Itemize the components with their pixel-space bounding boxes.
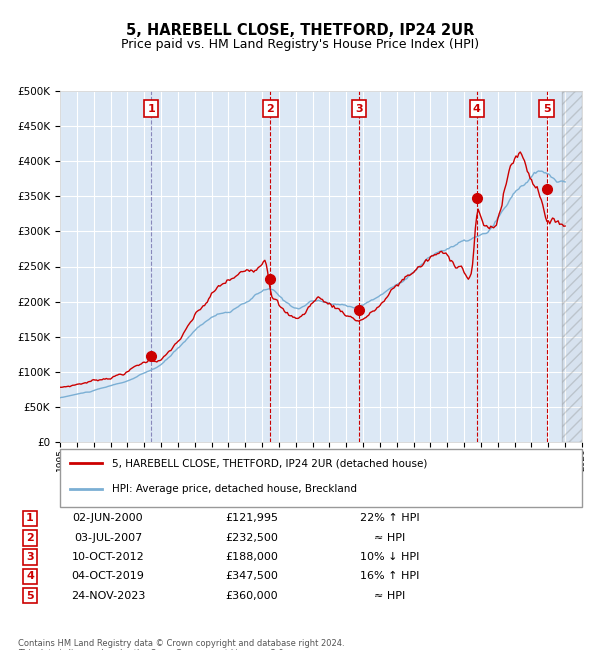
Text: 03-JUL-2007: 03-JUL-2007 [74, 533, 142, 543]
Text: 5, HAREBELL CLOSE, THETFORD, IP24 2UR: 5, HAREBELL CLOSE, THETFORD, IP24 2UR [126, 23, 474, 38]
Text: 2: 2 [266, 103, 274, 114]
Text: Price paid vs. HM Land Registry's House Price Index (HPI): Price paid vs. HM Land Registry's House … [121, 38, 479, 51]
Text: 22% ↑ HPI: 22% ↑ HPI [360, 514, 420, 523]
Text: 10-OCT-2012: 10-OCT-2012 [71, 552, 145, 562]
Text: £360,000: £360,000 [226, 591, 278, 601]
Text: 5: 5 [543, 103, 550, 114]
Text: 16% ↑ HPI: 16% ↑ HPI [361, 571, 419, 581]
Text: 10% ↓ HPI: 10% ↓ HPI [361, 552, 419, 562]
Text: £232,500: £232,500 [226, 533, 278, 543]
Text: £121,995: £121,995 [226, 514, 278, 523]
Text: 1: 1 [26, 514, 34, 523]
FancyBboxPatch shape [60, 448, 582, 507]
Text: 24-NOV-2023: 24-NOV-2023 [71, 591, 145, 601]
Text: ≈ HPI: ≈ HPI [374, 591, 406, 601]
Text: 02-JUN-2000: 02-JUN-2000 [73, 514, 143, 523]
Text: £188,000: £188,000 [226, 552, 278, 562]
Text: Contains HM Land Registry data © Crown copyright and database right 2024.
This d: Contains HM Land Registry data © Crown c… [18, 638, 344, 650]
Text: 2: 2 [26, 533, 34, 543]
Text: £347,500: £347,500 [226, 571, 278, 581]
Bar [562, 91, 582, 442]
Text: HPI: Average price, detached house, Breckland: HPI: Average price, detached house, Brec… [112, 484, 357, 495]
Text: 5, HAREBELL CLOSE, THETFORD, IP24 2UR (detached house): 5, HAREBELL CLOSE, THETFORD, IP24 2UR (d… [112, 458, 428, 468]
Text: 3: 3 [26, 552, 34, 562]
Text: 4: 4 [473, 103, 481, 114]
Text: ≈ HPI: ≈ HPI [374, 533, 406, 543]
Bar [562, 91, 582, 442]
Text: 5: 5 [26, 591, 34, 601]
Text: 1: 1 [148, 103, 155, 114]
Text: 04-OCT-2019: 04-OCT-2019 [71, 571, 145, 581]
Text: 4: 4 [26, 571, 34, 581]
Text: 3: 3 [355, 103, 363, 114]
